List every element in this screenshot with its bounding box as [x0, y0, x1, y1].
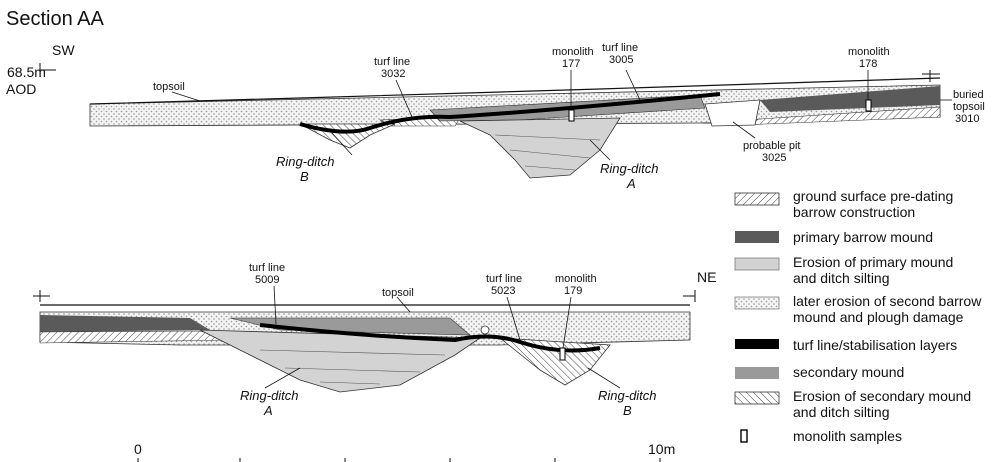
- legend-ground-line2: barrow construction: [793, 204, 916, 220]
- ring-ditch-a-letter-lower: A: [264, 403, 273, 418]
- legend-turf-line: turf line/stabilisation layers: [793, 337, 957, 353]
- legend-primary-line1: primary barrow mound: [793, 229, 934, 245]
- ring-ditch-a-label-lower: Ring-ditch: [240, 388, 299, 403]
- ring-ditch-b-label-lower: Ring-ditch: [598, 388, 657, 403]
- legend-later-erosion-line2: mound and plough damage: [793, 309, 964, 325]
- legend-secondary-mound: secondary mound: [793, 364, 904, 380]
- legend-later-erosion-line1: later erosion of second barrow: [793, 293, 982, 309]
- legend-monolith-samples: monolith samples: [793, 428, 902, 444]
- legend-turf-line1: turf line/stabilisation layers: [793, 337, 958, 353]
- legend-swatch-secondary: [735, 367, 779, 379]
- ring-ditch-a-label-upper: Ring-ditch: [600, 161, 659, 176]
- monolith-179-marker: [559, 347, 566, 361]
- turf-line-5009-label: turf line: [249, 262, 286, 274]
- legend-erosion-secondary: Erosion of secondary mound and ditch sil…: [793, 388, 971, 420]
- monolith-179-label: monolith: [555, 273, 597, 285]
- surface-line-upper: [89, 77, 941, 105]
- buried-topsoil-num: 3010: [955, 113, 980, 125]
- legend-swatch-turf: [735, 339, 779, 349]
- legend-ground-line1: ground surface pre-dating: [793, 188, 954, 204]
- primary-mound-lower: [40, 315, 210, 332]
- turf-line-3005-num: 3005: [609, 54, 634, 66]
- datum-level: 68.5m: [7, 64, 46, 80]
- ring-ditch-b-lower: [498, 337, 611, 386]
- turf-line-lower: [259, 323, 601, 353]
- legend-monolith-line1: monolith samples: [793, 428, 902, 444]
- scale-end-label: 10m: [648, 441, 676, 457]
- topsoil-label-lower: topsoil: [382, 287, 414, 299]
- page-title: Section AA: [6, 8, 104, 30]
- monolith-177-marker: [568, 109, 575, 122]
- ring-ditch-b-label-upper: Ring-ditch: [276, 154, 335, 169]
- probable-pit: [704, 99, 761, 127]
- turf-line-3005-label: turf line: [602, 42, 639, 54]
- orientation-ne: NE: [697, 269, 717, 285]
- legend-primary-mound: primary barrow mound: [793, 229, 933, 245]
- buried-topsoil-label-2: topsoil: [953, 101, 985, 113]
- ring-ditch-a-lower: [199, 329, 482, 393]
- legend-swatch-ground: [734, 192, 780, 206]
- legend-swatch-monolith: [740, 429, 748, 443]
- scale-start-label: 0: [134, 441, 142, 457]
- monolith-178-label: monolith: [848, 46, 890, 58]
- turf-line-5023-num: 5023: [491, 285, 516, 297]
- scale-bar: [137, 458, 661, 462]
- turf-line-5009-num: 5009: [255, 274, 280, 286]
- buried-topsoil-label: buried: [953, 89, 984, 101]
- lower-section: [33, 285, 696, 393]
- monolith-177-num: 177: [562, 58, 581, 70]
- legend-erosion-primary: Erosion of primary mound and ditch silti…: [793, 254, 953, 286]
- legend-swatch-erosion-secondary: [734, 391, 780, 405]
- orientation-sw: SW: [52, 42, 75, 58]
- turf-line-3032-label: turf line: [374, 56, 411, 68]
- legend-swatch-erosion-primary: [734, 257, 780, 271]
- legend-secondary-line1: secondary mound: [793, 364, 905, 380]
- legend-ground-surface: ground surface pre-dating barrow constru…: [793, 188, 953, 220]
- primary-mound-upper: [760, 86, 940, 112]
- legend-later-erosion: later erosion of second barrow mound and…: [793, 293, 981, 325]
- ring-ditch-a-upper: [459, 117, 621, 179]
- monolith-178-marker: [865, 99, 872, 112]
- upper-section: [39, 63, 952, 179]
- legend-erosion-primary-line2: and ditch silting: [793, 270, 890, 286]
- monolith-177-label: monolith: [552, 46, 594, 58]
- monolith-178-num: 178: [859, 58, 878, 70]
- ring-ditch-b-letter-upper: B: [300, 169, 309, 184]
- legend-swatches: [734, 192, 780, 443]
- ring-ditch-a-letter-upper: A: [627, 176, 636, 191]
- probable-pit-label: probable pit: [743, 140, 801, 152]
- legend-erosion-primary-line1: Erosion of primary mound: [793, 254, 954, 270]
- legend-erosion-secondary-line1: Erosion of secondary mound: [793, 388, 972, 404]
- turf-line-5023-label: turf line: [486, 273, 523, 285]
- legend-erosion-secondary-line2: and ditch silting: [793, 404, 890, 420]
- legend-swatch-primary: [735, 231, 779, 243]
- monolith-179-num: 179: [564, 285, 583, 297]
- turf-line-3032-num: 3032: [381, 68, 406, 80]
- legend-swatch-later-erosion: [734, 296, 780, 310]
- datum-unit: AOD: [6, 81, 37, 97]
- topsoil-label-upper: topsoil: [153, 81, 185, 93]
- probable-pit-num: 3025: [762, 152, 787, 164]
- turf-line-upper: [299, 92, 721, 134]
- ring-ditch-b-letter-lower: B: [623, 403, 632, 418]
